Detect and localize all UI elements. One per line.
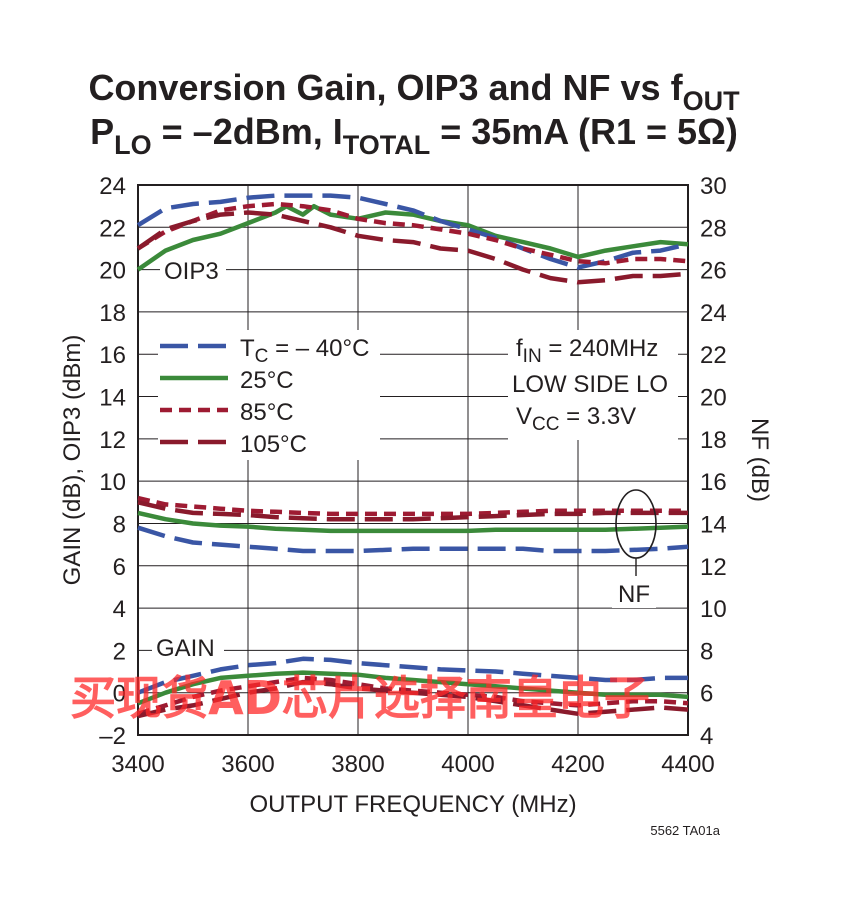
oip3-label: OIP3 [164,258,219,285]
x-axis-label: OUTPUT FREQUENCY (MHz) [249,791,576,818]
legend-label-25c: 25°C [240,367,294,394]
y-tick-right-label: 12 [700,554,727,581]
oip3-series-p25 [136,203,689,272]
legend-label-85c: 85°C [240,399,294,426]
y-tick-left-label: 16 [99,342,126,369]
y-tick-left-label: 10 [99,469,126,496]
y-tick-right-label: 24 [700,300,727,327]
series [136,193,689,719]
oip3-series-m40 [136,193,689,270]
y-tick-left-label: 18 [99,300,126,327]
y-tick-left-label: 6 [113,554,126,581]
y-tick-left-label: 22 [99,215,126,242]
y-tick-left-label: 4 [113,596,126,623]
fin-note: fIN = 240MHz [516,335,658,367]
y-tick-left-label: 2 [113,638,126,665]
y-tick-right-label: 8 [700,638,713,665]
x-tick-label: 4400 [661,751,714,778]
gain-series-m40 [137,656,688,695]
y-tick-left-label: 0 [113,681,126,708]
nf-label: NF [618,581,650,608]
y-tick-right-label: 6 [700,681,713,708]
chart-title-line2: PLO = –2dBm, ITOTAL = 35mA (R1 = 5Ω) [90,111,738,160]
y-tick-right-label: 4 [700,723,713,750]
nf-series-p85 [137,495,688,517]
x-tick-label: 4000 [441,751,494,778]
nf-series-p25 [137,510,689,534]
gain-label: GAIN [156,635,215,662]
tick-labels: –202468101214161820222446810121416182022… [99,173,726,778]
plot-frame [137,184,689,736]
y-tick-right-label: 28 [700,215,727,242]
y-tick-left-label: 24 [99,173,126,200]
chart-title-line1: Conversion Gain, OIP3 and NF vs fOUT [88,67,740,116]
y-tick-left-label: 12 [99,427,126,454]
annotation-backgrounds [152,254,678,660]
lo-note: LOW SIDE LO [512,371,668,398]
gain-series-p25 [137,670,689,706]
legend-label-105c: 105°C [240,431,307,458]
gain-series-p85 [137,675,689,716]
x-tick-label: 3400 [111,751,164,778]
x-tick-label: 3800 [331,751,384,778]
y-tick-left-label: –2 [99,723,126,750]
oip3-series-p85 [136,201,689,266]
y-tick-right-label: 30 [700,173,727,200]
y-tick-right-label: 16 [700,469,727,496]
y-axis-left-label: GAIN (dB), OIP3 (dBm) [59,335,86,586]
gain-series-p105 [137,679,689,719]
legend: TC = – 40°C 25°C 85°C 105°C [160,335,369,458]
x-tick-label: 4200 [551,751,604,778]
y-tick-right-label: 18 [700,427,727,454]
nf-series-p105 [137,500,688,522]
x-tick-label: 3600 [221,751,274,778]
y-tick-right-label: 20 [700,385,727,412]
y-axis-right-label: NF (dB) [746,418,773,502]
watermark: 买现货AD芯片选择南皇电子 [70,671,650,725]
y-tick-right-label: 10 [700,596,727,623]
oip3-series-p105 [136,210,689,285]
figure-id: 5562 TA01a [650,823,720,838]
legend-label-m40: TC = – 40°C [240,335,369,367]
vcc-note: VCC = 3.3V [516,403,636,435]
y-tick-left-label: 8 [113,511,126,538]
y-tick-left-label: 14 [99,385,126,412]
y-tick-right-label: 26 [700,258,727,285]
y-tick-right-label: 22 [700,342,727,369]
y-tick-right-label: 14 [700,511,727,538]
y-tick-left-label: 20 [99,258,126,285]
nf-series-m40 [137,525,689,554]
